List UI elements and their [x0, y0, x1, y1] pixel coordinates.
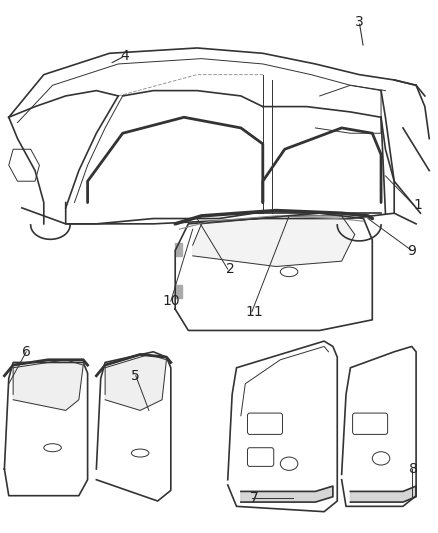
- Polygon shape: [105, 354, 166, 410]
- Text: 8: 8: [410, 462, 418, 476]
- Text: 9: 9: [407, 244, 416, 257]
- Polygon shape: [241, 486, 333, 502]
- Text: 2: 2: [226, 262, 234, 276]
- Polygon shape: [193, 216, 355, 266]
- Text: 11: 11: [245, 305, 263, 319]
- Text: 4: 4: [120, 49, 129, 63]
- Text: 1: 1: [414, 198, 423, 212]
- Polygon shape: [350, 486, 416, 502]
- Text: 7: 7: [250, 491, 258, 505]
- Text: 10: 10: [162, 294, 180, 308]
- Text: 6: 6: [22, 345, 31, 359]
- Text: 5: 5: [131, 369, 140, 383]
- Polygon shape: [13, 360, 83, 410]
- Text: 3: 3: [355, 15, 364, 29]
- Bar: [175, 285, 182, 298]
- Bar: [175, 243, 182, 256]
